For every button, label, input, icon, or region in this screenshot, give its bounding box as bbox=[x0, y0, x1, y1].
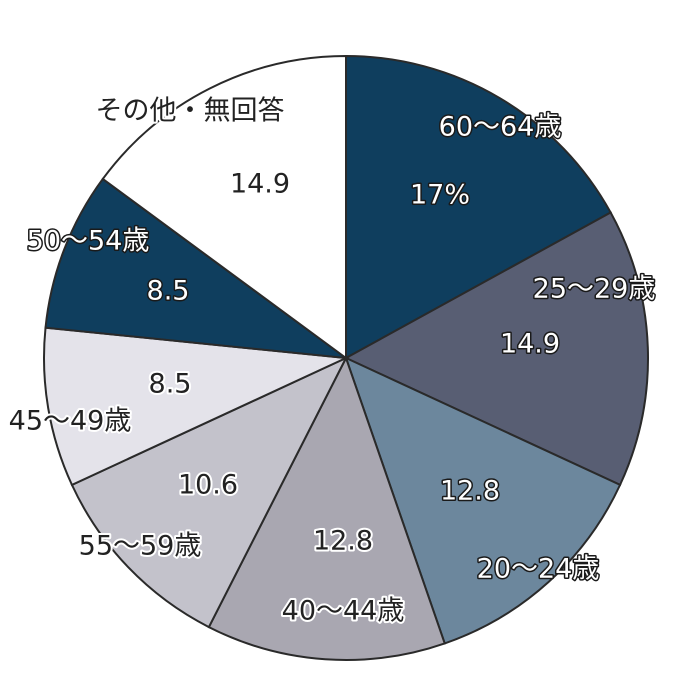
slice-value-label-3: 12.8 bbox=[440, 476, 500, 507]
slice-value-label-5: 10.6 bbox=[178, 470, 238, 501]
pie-slice-3 bbox=[344, 356, 622, 645]
pie-slices bbox=[43, 54, 649, 661]
slice-value-label-7: 8.5 bbox=[147, 276, 190, 307]
slice-category-label-7: 50～54歳 bbox=[27, 226, 150, 257]
pie-labels: 60～64歳 17% 25～29歳 14.9 20～24歳 12.8 40～44歳 12.8 5… bbox=[7, 94, 657, 629]
slice-category-label-5: 55～59歳 bbox=[79, 531, 202, 562]
pie-slice-1 bbox=[345, 54, 612, 360]
slice-value-label-4: 12.8 bbox=[313, 526, 373, 557]
slice-category-label-6: 45～49歳 bbox=[9, 406, 132, 437]
slice-category-label-2: 25～29歳 bbox=[533, 274, 656, 305]
slice-category-label-3: 20～24歳 bbox=[477, 554, 600, 585]
pie-slice-5 bbox=[70, 355, 349, 629]
pie-slice-2 bbox=[343, 211, 649, 487]
slice-category-label-8: その他・無回答 bbox=[96, 96, 285, 127]
slice-category-label-4: 40～44歳 bbox=[282, 596, 405, 627]
pie-slice-6 bbox=[43, 326, 350, 487]
slice-value-label-2: 14.9 bbox=[500, 329, 560, 360]
slice-category-label-1: 60～64歳 bbox=[439, 112, 562, 143]
slice-value-label-8: 14.9 bbox=[230, 169, 290, 200]
pie-slice-4 bbox=[207, 355, 446, 661]
pie-slice-8 bbox=[101, 54, 347, 360]
slice-value-label-1: 17% bbox=[410, 180, 470, 211]
slice-value-label-6: 8.5 bbox=[149, 369, 192, 400]
pie-slice-7 bbox=[44, 177, 350, 360]
